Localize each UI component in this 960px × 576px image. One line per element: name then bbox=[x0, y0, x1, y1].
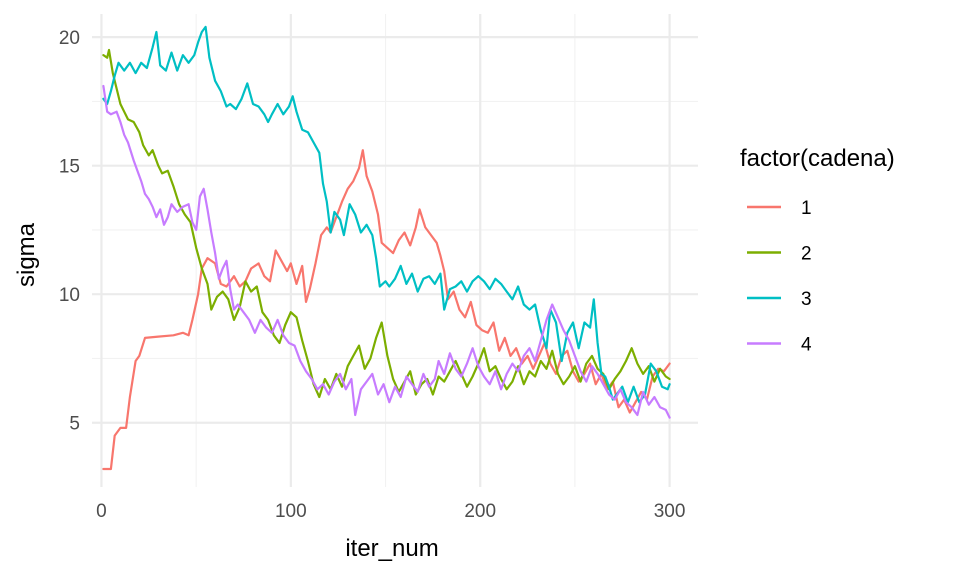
x-axis-tick-labels: 0 100 200 300 bbox=[96, 501, 685, 522]
y-tick-label: 20 bbox=[59, 28, 80, 49]
y-axis-tick-labels: 5 10 15 20 bbox=[59, 28, 80, 435]
y-tick-label: 10 bbox=[59, 285, 80, 306]
series-line-2 bbox=[102, 48, 671, 399]
legend: factor(cadena) 1 2 3 4 bbox=[740, 145, 895, 356]
y-tick-label: 5 bbox=[69, 414, 80, 435]
series-lines bbox=[102, 25, 671, 471]
legend-label-1: 1 bbox=[801, 198, 812, 219]
x-tick-label: 200 bbox=[464, 501, 496, 522]
legend-label-4: 4 bbox=[801, 335, 812, 356]
series-line-1 bbox=[102, 149, 671, 471]
series-line-4 bbox=[102, 84, 671, 419]
y-axis-title: sigma bbox=[13, 222, 40, 287]
legend-label-3: 3 bbox=[801, 289, 812, 310]
series-line-3 bbox=[102, 25, 671, 404]
major-gridlines bbox=[92, 14, 698, 487]
legend-items: 1 2 3 4 bbox=[747, 198, 812, 356]
x-tick-label: 0 bbox=[96, 501, 107, 522]
y-tick-label: 15 bbox=[59, 157, 80, 178]
legend-label-2: 2 bbox=[801, 244, 812, 265]
x-tick-label: 100 bbox=[275, 501, 307, 522]
x-tick-label: 300 bbox=[654, 501, 686, 522]
legend-title: factor(cadena) bbox=[740, 145, 895, 172]
x-axis-title: iter_num bbox=[345, 535, 438, 562]
